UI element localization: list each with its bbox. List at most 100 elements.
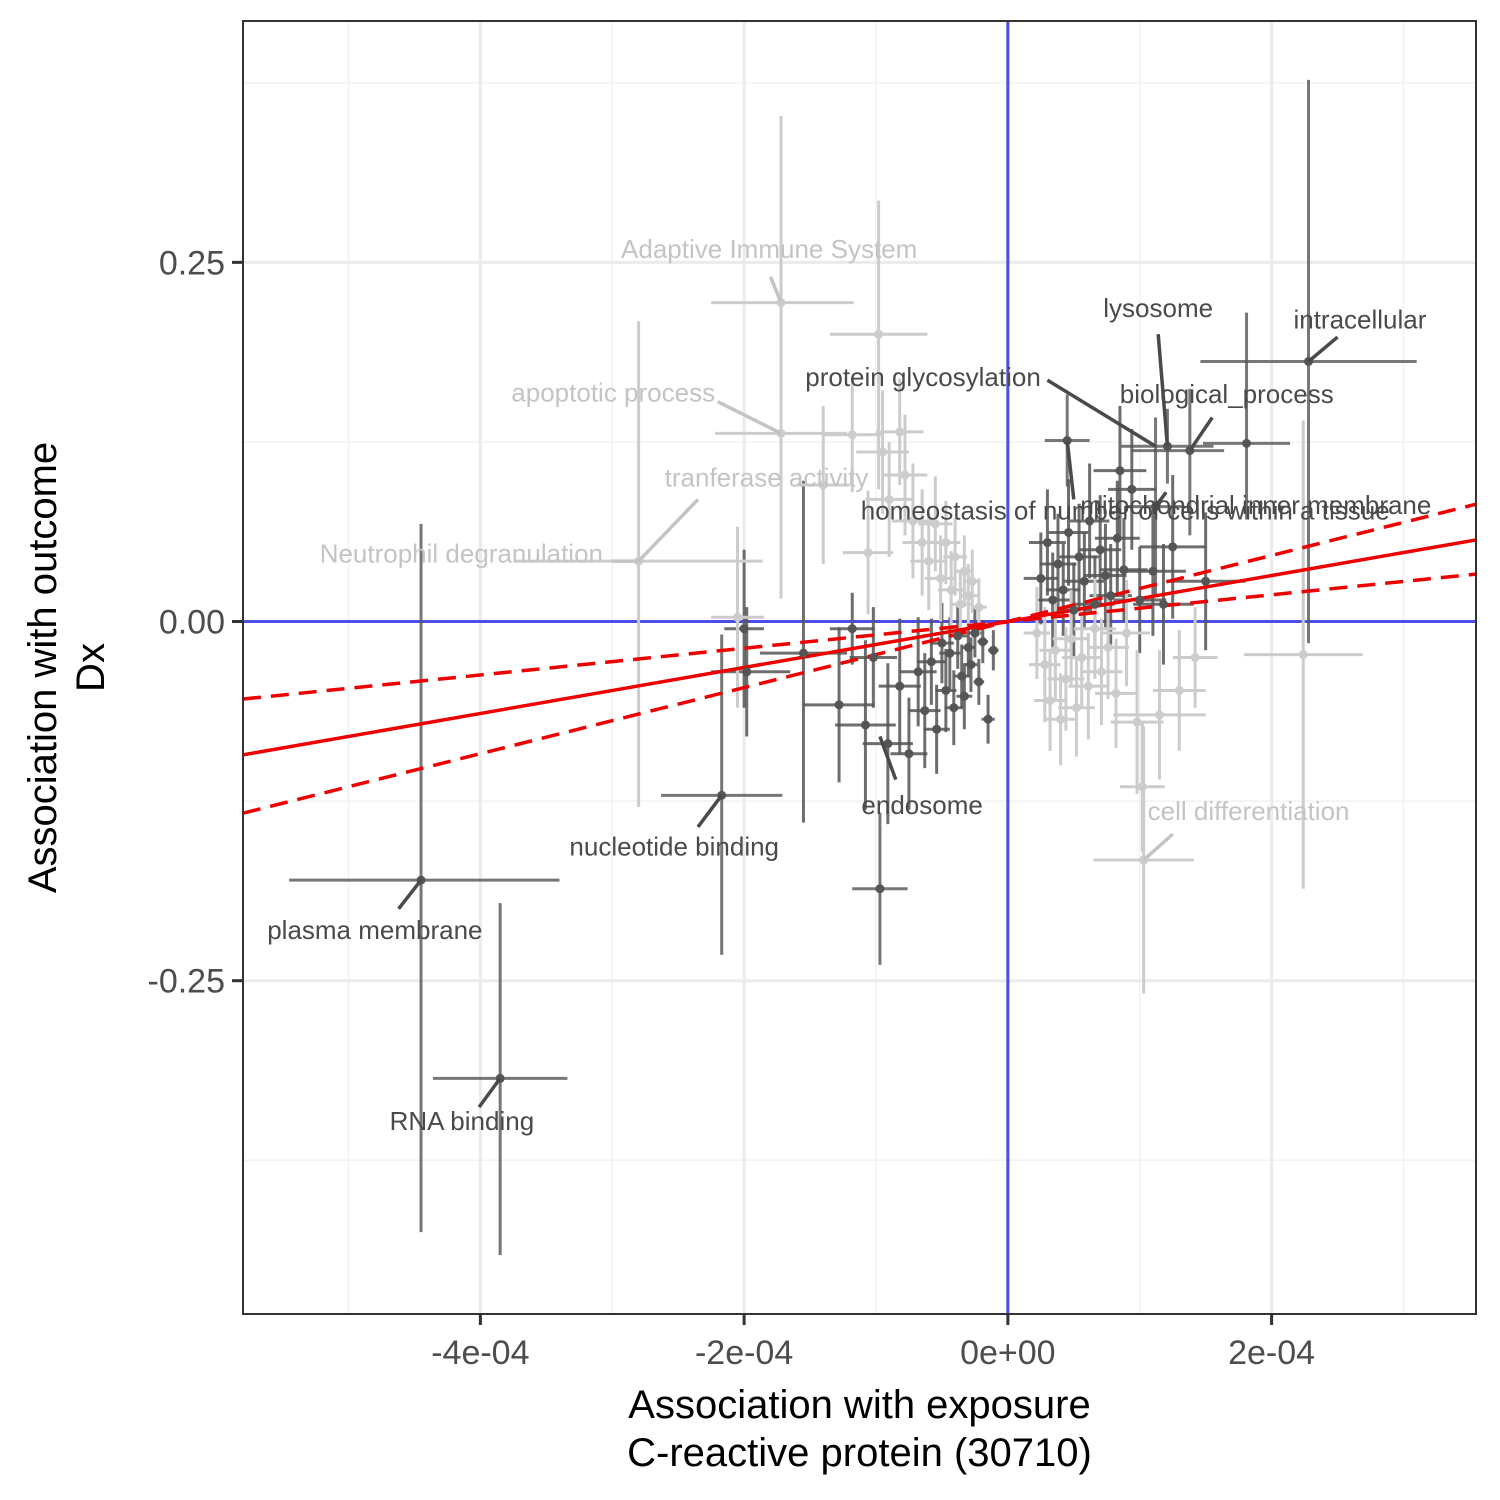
axis-titles: Association with exposure C-reactive prot…: [21, 442, 1092, 1475]
cluster-point: [932, 724, 942, 734]
fit-lines: [242, 502, 1477, 815]
annotation-leader-line: [878, 735, 898, 781]
cluster-point: [963, 642, 973, 652]
cluster-point: [847, 624, 857, 634]
annotation-leader-line: [696, 794, 724, 829]
cluster-point: [1201, 576, 1211, 586]
cluster-point: [941, 538, 951, 548]
annotation-leader-line: [1046, 378, 1157, 448]
cluster-point: [1115, 466, 1125, 476]
cluster-point: [957, 671, 967, 681]
annotation-label: biological_process: [1120, 379, 1334, 409]
cluster-point: [1085, 516, 1095, 526]
cluster-point: [1135, 595, 1145, 605]
cluster-point: [1071, 703, 1081, 713]
cluster-point: [900, 470, 910, 480]
cluster-point: [941, 685, 951, 695]
labeled-point: [875, 884, 885, 894]
cluster-point: [1048, 595, 1058, 605]
cluster-point: [937, 638, 947, 648]
annotation-label: nucleotide binding: [569, 832, 779, 862]
cluster-point: [860, 720, 870, 730]
cluster-point: [1058, 585, 1068, 595]
cluster-point: [1074, 552, 1084, 562]
cluster-point: [966, 660, 976, 670]
cluster-point: [1056, 714, 1066, 724]
y-tick-label: 0.25: [159, 244, 225, 282]
y-axis-title: Association with outcome Dx: [21, 442, 113, 893]
cluster-point: [974, 677, 984, 687]
y-tick-label: 0.00: [159, 604, 225, 642]
cluster-point: [863, 548, 873, 558]
cluster-point: [926, 657, 936, 667]
cluster-point: [959, 566, 969, 576]
cluster-point: [1090, 624, 1100, 634]
cluster-point: [1106, 591, 1116, 601]
cluster-point: [983, 714, 993, 724]
cluster-point: [950, 552, 960, 562]
cluster-point: [963, 591, 973, 601]
annotation-label: tranferase activity: [665, 462, 869, 492]
cluster-point: [1174, 685, 1184, 695]
cluster-point: [1111, 688, 1121, 698]
cluster-point: [1050, 645, 1060, 655]
cluster-point: [917, 538, 927, 548]
cluster-point: [895, 427, 905, 437]
annotation-label: Neutrophil degranulation: [320, 539, 603, 569]
x-tick-label: -4e-04: [431, 1334, 529, 1372]
cluster-point: [1053, 559, 1063, 569]
cluster-point: [1032, 628, 1042, 638]
cluster-point: [883, 739, 893, 749]
y-tick-label: -0.25: [148, 963, 226, 1001]
annotation-leader-line: [637, 498, 700, 563]
annotation-leader-line: [768, 276, 783, 304]
cluster-point: [834, 700, 844, 710]
cluster-point: [1100, 571, 1110, 581]
annotation-label: cell differentiation: [1148, 796, 1350, 826]
cluster-point: [1036, 573, 1046, 583]
cluster-point: [1137, 782, 1147, 792]
cluster-point: [1061, 674, 1071, 684]
confidence-interval-line: [242, 572, 1477, 701]
annotation-label: endosome: [861, 790, 982, 820]
cluster-point: [967, 576, 977, 586]
cluster-point: [904, 749, 914, 759]
cluster-point: [1112, 533, 1122, 543]
annotation-leader-line: [397, 879, 423, 910]
cluster-point: [895, 681, 905, 691]
reference-lines: [243, 21, 1476, 1314]
cluster-point: [733, 612, 743, 622]
annotation-leader-line: [1142, 832, 1174, 862]
cluster-point: [742, 667, 752, 677]
annotation-leader-line: [1065, 440, 1076, 500]
data-points: [416, 298, 1314, 1083]
cluster-point: [1040, 660, 1050, 670]
cluster-point: [1064, 527, 1074, 537]
cluster-point: [908, 516, 918, 526]
annotation-label: protein glycosylation: [805, 362, 1041, 392]
annotation-label: intracellular: [1293, 304, 1426, 334]
cluster-point: [970, 628, 980, 638]
x-axis-title-line: C-reactive protein (30710): [627, 1431, 1092, 1475]
x-tick-label: -2e-04: [695, 1334, 793, 1372]
cluster-point: [1168, 542, 1178, 552]
cluster-point: [930, 519, 940, 529]
cluster-point: [949, 703, 959, 713]
cluster-point: [1155, 710, 1165, 720]
annotation-leader-line: [716, 400, 782, 435]
x-tick-label: 0e+00: [960, 1334, 1056, 1372]
cluster-point: [920, 706, 930, 716]
cluster-point: [1103, 642, 1113, 652]
cluster-point: [1158, 599, 1168, 609]
x-axis-title: Association with exposure C-reactive prot…: [627, 1383, 1092, 1475]
annotation-label: apoptotic process: [511, 378, 715, 408]
cluster-point: [988, 645, 998, 655]
cluster-point: [798, 648, 808, 658]
cluster-point: [1190, 652, 1200, 662]
annotation-label: Adaptive Immune System: [621, 234, 917, 264]
cluster-point: [974, 602, 984, 612]
cluster-point: [1148, 566, 1158, 576]
y-axis-title-line: Dx: [69, 643, 113, 692]
cluster-point: [1042, 538, 1052, 548]
